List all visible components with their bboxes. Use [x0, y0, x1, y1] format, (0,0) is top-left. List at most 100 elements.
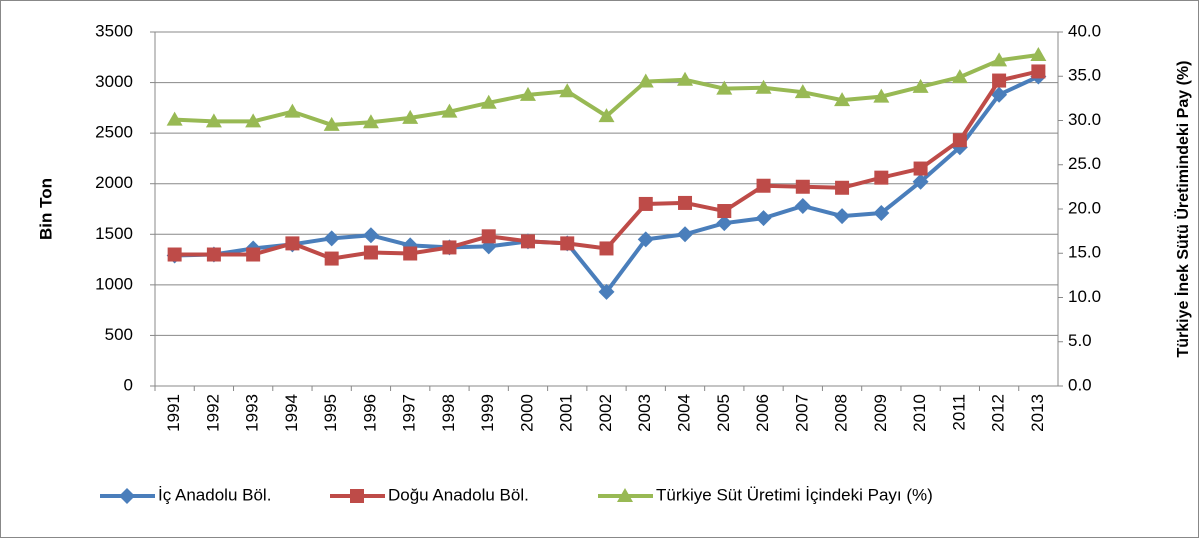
marker — [912, 173, 929, 190]
marker — [520, 234, 535, 249]
marker — [617, 488, 633, 502]
marker — [873, 88, 890, 103]
marker — [913, 161, 928, 176]
y2-tick-label: 0.0 — [1068, 375, 1092, 394]
x-tick-label: 2004 — [675, 394, 694, 432]
x-tick-label: 2003 — [635, 394, 654, 432]
y-tick-label: 3500 — [95, 21, 133, 40]
x-tick-label: 1991 — [164, 394, 183, 432]
marker — [362, 114, 379, 129]
marker — [756, 178, 771, 193]
marker — [952, 133, 967, 148]
marker — [991, 52, 1008, 67]
marker — [637, 73, 654, 88]
x-tick-label: 1993 — [243, 394, 262, 432]
y2-tick-label: 40.0 — [1068, 21, 1101, 40]
marker — [363, 245, 378, 260]
y2-axis-title: Türkiye İnek Sütü Üretimindeki Pay (%) — [1173, 61, 1192, 358]
marker — [246, 247, 261, 262]
x-tick-label: 1995 — [321, 394, 340, 432]
marker — [834, 92, 851, 107]
marker — [716, 215, 733, 232]
marker — [1030, 47, 1047, 62]
marker — [834, 208, 851, 225]
marker — [717, 204, 732, 219]
y2-tick-label: 10.0 — [1068, 287, 1101, 306]
marker — [441, 103, 458, 118]
y-tick-label: 0 — [124, 375, 133, 394]
x-tick-label: 1998 — [439, 394, 458, 432]
x-tick-label: 1999 — [478, 394, 497, 432]
marker — [677, 71, 694, 86]
marker — [638, 196, 653, 211]
x-tick-label: 2010 — [910, 394, 929, 432]
marker — [323, 230, 340, 247]
marker — [284, 103, 301, 118]
y2-tick-label: 30.0 — [1068, 110, 1101, 129]
x-tick-label: 1994 — [282, 394, 301, 432]
marker — [167, 247, 182, 262]
y-tick-label: 1500 — [95, 224, 133, 243]
x-tick-label: 2008 — [832, 394, 851, 432]
marker — [795, 179, 810, 194]
marker — [755, 210, 772, 227]
x-tick-label: 1997 — [400, 394, 419, 432]
marker — [992, 73, 1007, 88]
marker — [912, 78, 929, 93]
y-tick-label: 1000 — [95, 274, 133, 293]
marker — [598, 108, 615, 123]
marker — [677, 226, 694, 243]
x-tick-label: 2006 — [753, 394, 772, 432]
y-tick-label: 2000 — [95, 173, 133, 192]
marker — [402, 109, 419, 124]
marker — [598, 283, 615, 300]
y-tick-label: 500 — [105, 325, 133, 344]
x-tick-label: 1996 — [360, 394, 379, 432]
marker — [1031, 64, 1046, 79]
marker — [560, 236, 575, 251]
y2-tick-label: 35.0 — [1068, 66, 1101, 85]
y2-tick-label: 20.0 — [1068, 198, 1101, 217]
x-tick-label: 2007 — [792, 394, 811, 432]
marker — [519, 86, 536, 101]
x-tick-label: 2002 — [596, 394, 615, 432]
y2-tick-label: 25.0 — [1068, 154, 1101, 173]
marker — [362, 227, 379, 244]
marker — [794, 84, 811, 99]
y2-tick-label: 5.0 — [1068, 331, 1092, 350]
y-tick-label: 2500 — [95, 123, 133, 142]
marker — [119, 488, 135, 504]
x-tick-label: 1992 — [203, 394, 222, 432]
marker — [559, 83, 576, 98]
marker — [324, 251, 339, 266]
marker — [678, 195, 693, 210]
legend-label: İç Anadolu Böl. — [158, 485, 271, 504]
marker — [874, 170, 889, 185]
x-tick-label: 2001 — [557, 394, 576, 432]
marker — [323, 116, 340, 131]
marker — [206, 247, 221, 262]
x-tick-label: 2009 — [871, 394, 890, 432]
marker — [205, 113, 222, 128]
marker — [991, 86, 1008, 103]
marker — [599, 241, 614, 256]
y-tick-label: 3000 — [95, 72, 133, 91]
marker — [403, 246, 418, 261]
y-axis-title: Bin Ton — [36, 178, 55, 240]
marker — [285, 236, 300, 251]
marker — [637, 231, 654, 248]
marker — [350, 489, 364, 503]
x-tick-label: 2000 — [517, 394, 536, 432]
marker — [245, 113, 262, 128]
legend-label: Doğu Anadolu Böl. — [388, 485, 529, 504]
x-tick-label: 2013 — [1028, 394, 1047, 432]
marker — [442, 240, 457, 255]
x-tick-label: 2012 — [989, 394, 1008, 432]
marker — [481, 229, 496, 244]
x-tick-label: 2005 — [714, 394, 733, 432]
marker — [794, 197, 811, 214]
legend-label: Türkiye Süt Üretimi İçindeki Payı (%) — [656, 485, 933, 504]
marker — [951, 69, 968, 84]
